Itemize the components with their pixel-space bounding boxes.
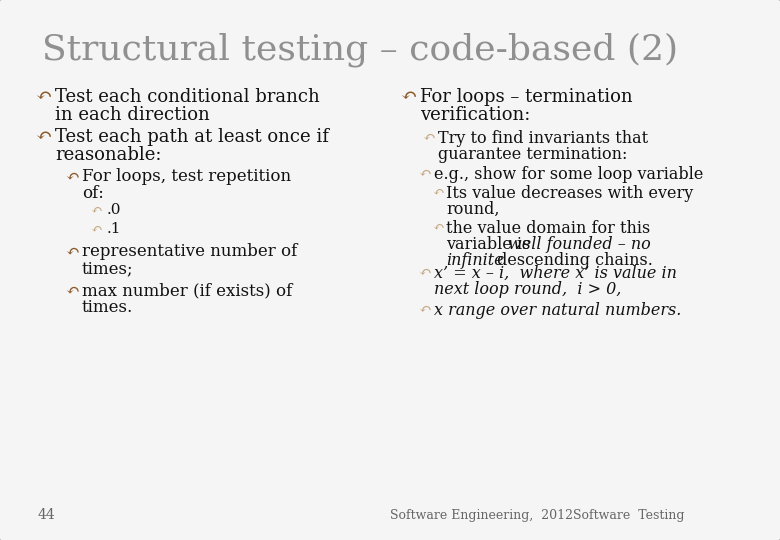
Text: round,: round, — [446, 201, 499, 218]
Text: .0: .0 — [107, 203, 122, 217]
Text: max number (if exists) of: max number (if exists) of — [82, 282, 292, 299]
Text: ↶: ↶ — [90, 203, 101, 217]
Text: the value domain for this: the value domain for this — [446, 220, 651, 237]
Text: Software Engineering,  2012Software  Testing: Software Engineering, 2012Software Testi… — [390, 509, 685, 522]
Text: For loops, test repetition: For loops, test repetition — [82, 168, 291, 185]
Text: ↶: ↶ — [65, 282, 79, 299]
Text: representative number of: representative number of — [82, 243, 297, 260]
Text: ↶: ↶ — [418, 166, 431, 180]
Text: well founded – no: well founded – no — [508, 236, 651, 253]
Text: ↶: ↶ — [432, 185, 444, 199]
Text: ↶: ↶ — [65, 243, 79, 260]
Text: times.: times. — [82, 299, 133, 316]
Text: For loops – termination: For loops – termination — [420, 88, 633, 106]
Text: next loop round,  i > 0,: next loop round, i > 0, — [434, 281, 622, 298]
Text: variable is: variable is — [446, 236, 536, 253]
Text: times;: times; — [82, 260, 133, 277]
Text: ↶: ↶ — [418, 302, 431, 316]
Text: Test each path at least once if: Test each path at least once if — [55, 128, 329, 146]
Text: Its value decreases with every: Its value decreases with every — [446, 185, 693, 202]
Text: 44: 44 — [38, 508, 55, 522]
Text: .1: .1 — [107, 222, 122, 236]
Text: reasonable:: reasonable: — [55, 146, 161, 164]
Text: x’ = x – i,  where x’ is value in: x’ = x – i, where x’ is value in — [434, 265, 677, 282]
Text: x range over natural numbers.: x range over natural numbers. — [434, 302, 682, 319]
Text: ↶: ↶ — [65, 168, 79, 185]
Text: verification:: verification: — [420, 106, 530, 124]
Text: Try to find invariants that: Try to find invariants that — [438, 130, 648, 147]
Text: ↶: ↶ — [400, 88, 417, 106]
Text: e.g., show for some loop variable: e.g., show for some loop variable — [434, 166, 704, 183]
Text: descending chains.: descending chains. — [492, 252, 653, 269]
Text: guarantee termination:: guarantee termination: — [438, 146, 627, 163]
Text: ↶: ↶ — [432, 220, 444, 234]
Text: ↶: ↶ — [35, 88, 51, 106]
Text: in each direction: in each direction — [55, 106, 210, 124]
Text: ↶: ↶ — [35, 128, 51, 146]
Text: Structural testing – code-based (2): Structural testing – code-based (2) — [42, 32, 678, 66]
Text: ↶: ↶ — [90, 222, 101, 236]
Text: infinite: infinite — [446, 252, 504, 269]
Text: Test each conditional branch: Test each conditional branch — [55, 88, 320, 106]
Text: ↶: ↶ — [418, 265, 431, 279]
Text: of:: of: — [82, 185, 104, 202]
Text: ↶: ↶ — [422, 130, 434, 144]
